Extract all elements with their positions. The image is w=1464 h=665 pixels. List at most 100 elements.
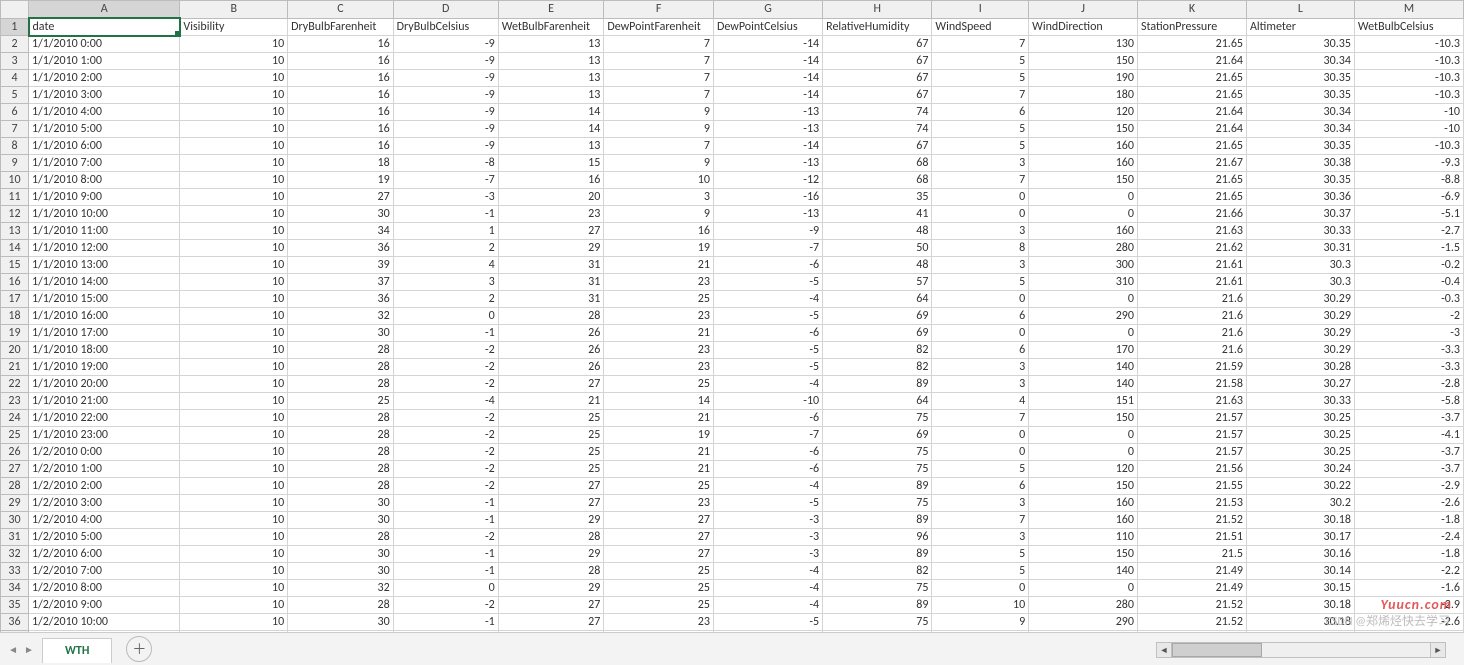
cell[interactable]: 21.58: [1137, 376, 1246, 393]
cell[interactable]: 10: [180, 495, 288, 512]
row-header[interactable]: 30: [1, 512, 29, 529]
cell[interactable]: -9: [393, 104, 498, 121]
row-header[interactable]: 7: [1, 121, 29, 138]
cell[interactable]: 68: [823, 172, 932, 189]
spreadsheet-grid[interactable]: ABCDEFGHIJKLM 1dateVisibilityDryBulbFare…: [0, 0, 1464, 632]
cell[interactable]: -10.3: [1354, 70, 1463, 87]
cell[interactable]: 89: [823, 546, 932, 563]
cell[interactable]: 7: [932, 36, 1029, 53]
cell[interactable]: 0: [932, 444, 1029, 461]
row-header[interactable]: 15: [1, 257, 29, 274]
cell[interactable]: 30.29: [1246, 308, 1354, 325]
row-header[interactable]: 6: [1, 104, 29, 121]
cell[interactable]: -5: [713, 359, 822, 376]
column-header-K[interactable]: K: [1137, 1, 1246, 19]
cell[interactable]: 30.38: [1246, 155, 1354, 172]
cell[interactable]: -0.2: [1354, 257, 1463, 274]
cell[interactable]: DryBulbFarenheit: [288, 18, 394, 36]
cell[interactable]: -2.7: [1354, 223, 1463, 240]
cell[interactable]: -9.3: [1354, 155, 1463, 172]
row-header[interactable]: 36: [1, 614, 29, 631]
cell[interactable]: -4: [393, 393, 498, 410]
cell[interactable]: 10: [180, 172, 288, 189]
cell[interactable]: 6: [932, 308, 1029, 325]
cell[interactable]: -3: [713, 512, 822, 529]
new-sheet-button[interactable]: ＋: [126, 636, 152, 662]
cell[interactable]: 30: [288, 325, 394, 342]
cell[interactable]: 30: [288, 512, 394, 529]
row-header[interactable]: 34: [1, 580, 29, 597]
cell[interactable]: -8.8: [1354, 172, 1463, 189]
cell[interactable]: DewPointFarenheit: [604, 18, 714, 36]
cell[interactable]: 10: [180, 308, 288, 325]
scroll-right-button[interactable]: ►: [1430, 642, 1446, 658]
cell[interactable]: 5: [932, 70, 1029, 87]
cell[interactable]: -1: [393, 563, 498, 580]
cell[interactable]: 21.64: [1137, 104, 1246, 121]
cell[interactable]: 21.6: [1137, 342, 1246, 359]
cell[interactable]: 0: [1029, 291, 1138, 308]
cell[interactable]: 290: [1029, 308, 1138, 325]
cell[interactable]: -6: [713, 461, 822, 478]
cell[interactable]: 6: [932, 342, 1029, 359]
column-header-H[interactable]: H: [823, 1, 932, 19]
cell[interactable]: 16: [288, 87, 394, 104]
cell[interactable]: 3: [932, 223, 1029, 240]
cell[interactable]: 10: [180, 206, 288, 223]
cell[interactable]: 7: [604, 87, 714, 104]
cell[interactable]: 280: [1029, 597, 1138, 614]
cell[interactable]: DryBulbCelsius: [393, 18, 498, 36]
cell[interactable]: 28: [288, 444, 394, 461]
cell[interactable]: 10: [180, 53, 288, 70]
row-header[interactable]: 31: [1, 529, 29, 546]
row-header[interactable]: 18: [1, 308, 29, 325]
cell[interactable]: -13: [713, 121, 822, 138]
cell[interactable]: -1.8: [1354, 546, 1463, 563]
cell[interactable]: 1/1/2010 4:00: [29, 104, 180, 121]
cell[interactable]: 29: [498, 580, 604, 597]
cell[interactable]: -10: [1354, 121, 1463, 138]
cell[interactable]: 21.59: [1137, 359, 1246, 376]
row-header[interactable]: 3: [1, 53, 29, 70]
cell[interactable]: 180: [1029, 87, 1138, 104]
cell[interactable]: 10: [180, 36, 288, 53]
cell[interactable]: -2: [393, 359, 498, 376]
cell[interactable]: 21.6: [1137, 308, 1246, 325]
cell[interactable]: 30: [288, 563, 394, 580]
cell[interactable]: 32: [288, 580, 394, 597]
cell[interactable]: 9: [604, 121, 714, 138]
cell[interactable]: 13: [498, 36, 604, 53]
cell[interactable]: -5: [713, 308, 822, 325]
cell[interactable]: 30.34: [1246, 53, 1354, 70]
cell[interactable]: 28: [498, 308, 604, 325]
cell[interactable]: 25: [498, 461, 604, 478]
cell[interactable]: 280: [1029, 240, 1138, 257]
cell[interactable]: 8: [932, 240, 1029, 257]
cell[interactable]: 30.14: [1246, 563, 1354, 580]
cell[interactable]: 10: [604, 172, 714, 189]
cell[interactable]: 20: [498, 189, 604, 206]
cell[interactable]: -1: [393, 325, 498, 342]
cell[interactable]: 1/1/2010 8:00: [29, 172, 180, 189]
cell[interactable]: 5: [932, 138, 1029, 155]
cell[interactable]: 10: [180, 410, 288, 427]
cell[interactable]: 1/1/2010 2:00: [29, 70, 180, 87]
tab-next-icon[interactable]: ►: [24, 643, 34, 656]
cell[interactable]: -3: [1354, 325, 1463, 342]
cell[interactable]: 10: [180, 529, 288, 546]
cell[interactable]: -5.1: [1354, 206, 1463, 223]
cell[interactable]: 82: [823, 359, 932, 376]
cell[interactable]: 31: [498, 257, 604, 274]
cell[interactable]: 1/1/2010 5:00: [29, 121, 180, 138]
cell[interactable]: 0: [932, 427, 1029, 444]
cell[interactable]: 25: [604, 478, 714, 495]
cell[interactable]: -1: [393, 206, 498, 223]
cell[interactable]: 5: [932, 53, 1029, 70]
cell[interactable]: 21.57: [1137, 427, 1246, 444]
row-header[interactable]: 4: [1, 70, 29, 87]
cell[interactable]: 10: [180, 291, 288, 308]
cell[interactable]: 2: [393, 240, 498, 257]
cell[interactable]: 28: [288, 461, 394, 478]
cell[interactable]: 6: [932, 478, 1029, 495]
cell[interactable]: 1/1/2010 16:00: [29, 308, 180, 325]
